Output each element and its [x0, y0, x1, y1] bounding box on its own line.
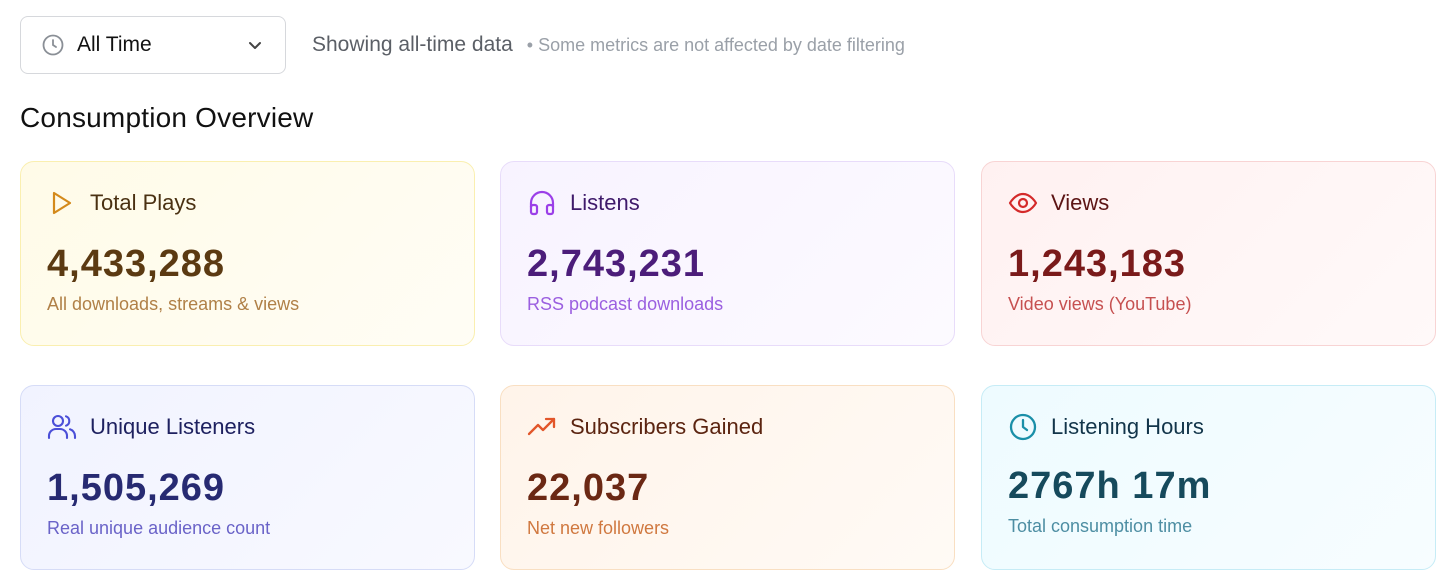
play-icon [47, 188, 77, 218]
metric-description: Net new followers [527, 518, 670, 538]
section-title: Consumption Overview [20, 102, 314, 133]
metric-card-subscribers-gained: Subscribers Gained 22,037 Net new follow… [500, 385, 955, 570]
metric-value: 1,243,183 [1008, 243, 1187, 285]
metric-card-total-plays: Total Plays 4,433,288 All downloads, str… [20, 161, 475, 346]
users-icon [47, 412, 77, 442]
metric-card-views: Views 1,243,183 Video views (YouTube) [981, 161, 1436, 346]
metric-value: 4,433,288 [47, 243, 226, 285]
metric-label: Subscribers Gained [570, 414, 764, 439]
showing-text: Showing all-time data [312, 33, 513, 56]
metric-label: Total Plays [90, 190, 197, 215]
metric-card-listening-hours: Listening Hours 2767h 17m Total consumpt… [981, 385, 1436, 570]
metric-card-unique-listeners: Unique Listeners 1,505,269 Real unique a… [20, 385, 475, 570]
metric-description: Real unique audience count [47, 518, 271, 538]
chevron-down-icon [245, 35, 265, 55]
filter-note: • Some metrics are not affected by date … [526, 34, 905, 55]
metric-description: All downloads, streams & views [47, 294, 300, 314]
eye-icon [1008, 188, 1038, 218]
metric-description: RSS podcast downloads [527, 294, 724, 314]
metric-value: 22,037 [527, 467, 650, 509]
metric-value: 1,505,269 [47, 467, 226, 509]
metric-label: Unique Listeners [90, 414, 256, 439]
metric-value: 2,743,231 [527, 243, 706, 285]
metric-value: 2767h 17m [1008, 465, 1212, 507]
metric-label: Listening Hours [1051, 414, 1204, 439]
metric-card-listens: Listens 2,743,231 RSS podcast downloads [500, 161, 955, 346]
metric-description: Video views (YouTube) [1008, 294, 1192, 314]
clock-icon [1008, 412, 1038, 442]
clock-icon [41, 33, 65, 57]
date-filter-bar: All Time Showing all-time data • Some me… [20, 15, 905, 75]
metric-label: Views [1051, 190, 1110, 215]
date-range-value: All Time [77, 33, 152, 56]
metric-description: Total consumption time [1008, 516, 1193, 536]
date-range-dropdown[interactable]: All Time [20, 16, 286, 74]
trending-up-icon [527, 412, 557, 442]
metric-label: Listens [570, 190, 640, 215]
headphones-icon [527, 188, 557, 218]
